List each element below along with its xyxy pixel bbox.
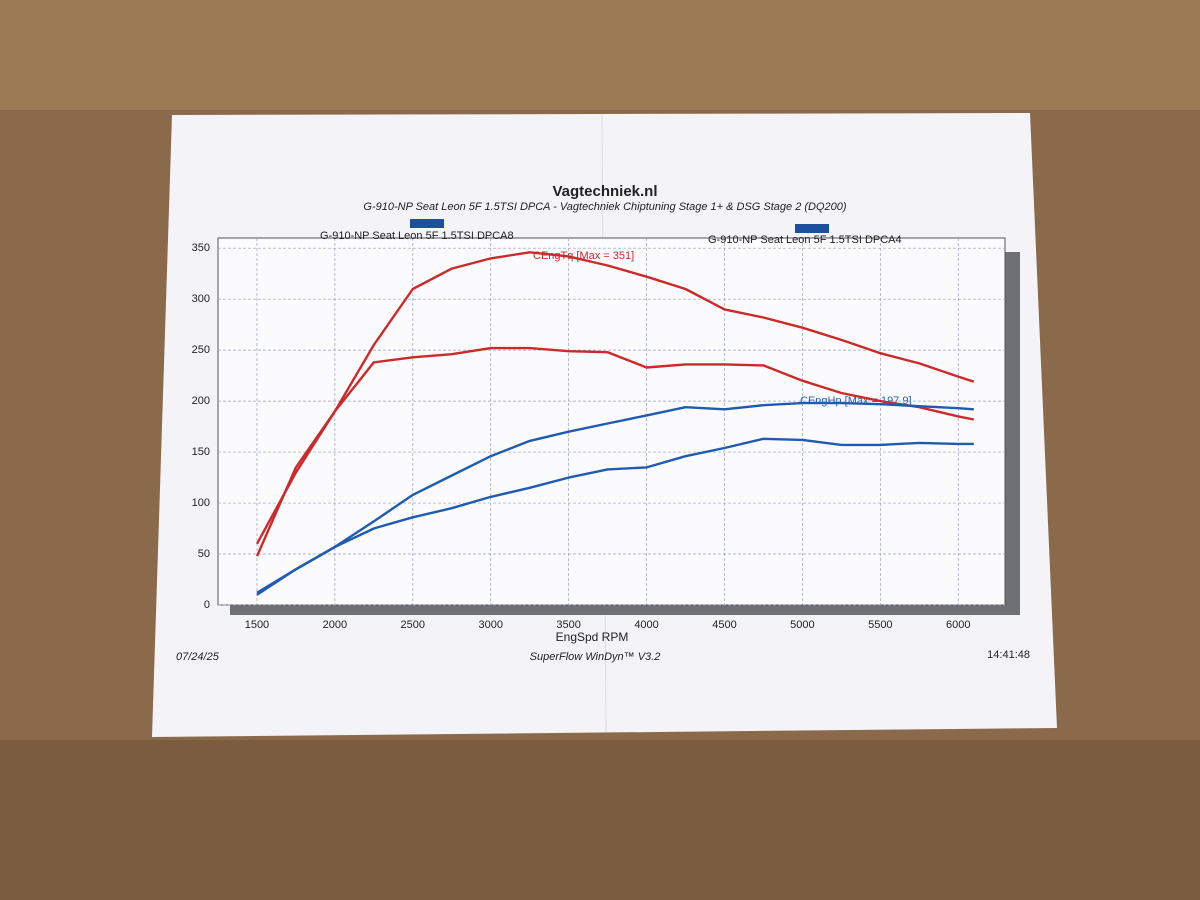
series-line	[256, 401, 974, 594]
y-tick-label: 200	[192, 395, 210, 407]
annotation: CEngTq [Max = 351]	[533, 250, 634, 262]
series-line	[256, 437, 974, 596]
y-tick-label: 300	[192, 293, 210, 305]
x-tick-label: 2500	[401, 619, 425, 631]
chart-subtitle: G-910-NP Seat Leon 5F 1.5TSI DPCA - Vagt…	[363, 201, 846, 213]
plot-shadow	[1005, 252, 1020, 612]
legend-label: G-910-NP Seat Leon 5F 1.5TSI DPCA8	[320, 230, 514, 242]
wood-plank	[0, 0, 1200, 110]
legend-swatch	[795, 224, 829, 233]
x-tick-label: 4000	[634, 619, 658, 631]
y-tick-label: 100	[192, 497, 210, 509]
x-tick-label: 3500	[556, 619, 580, 631]
x-tick-label: 3000	[478, 619, 502, 631]
y-tick-label: 0	[204, 599, 210, 611]
series-line	[255, 346, 975, 557]
x-tick-label: 4500	[712, 619, 736, 631]
x-tick-label: 5000	[790, 619, 814, 631]
x-axis-label: EngSpd RPM	[556, 630, 629, 644]
x-tick-label: 5500	[868, 619, 892, 631]
plot-shadow	[230, 605, 1020, 615]
footer-time: 14:41:48	[987, 649, 1030, 661]
x-tick-label: 1500	[245, 619, 269, 631]
footer-date: 07/24/25	[176, 651, 220, 663]
x-tick-label: 2000	[323, 619, 347, 631]
y-tick-label: 150	[192, 446, 210, 458]
y-tick-label: 350	[192, 242, 210, 254]
y-tick-label: 250	[192, 344, 210, 356]
chart-title: Vagtechniek.nl	[552, 183, 657, 200]
y-tick-label: 50	[198, 548, 210, 560]
x-tick-label: 6000	[946, 619, 970, 631]
footer-software: SuperFlow WinDyn™ V3.2	[530, 651, 661, 663]
series-line	[255, 251, 975, 545]
legend-label: G-910-NP Seat Leon 5F 1.5TSI DPCA4	[708, 234, 902, 246]
wood-plank	[0, 740, 1200, 900]
legend-swatch	[410, 219, 444, 228]
